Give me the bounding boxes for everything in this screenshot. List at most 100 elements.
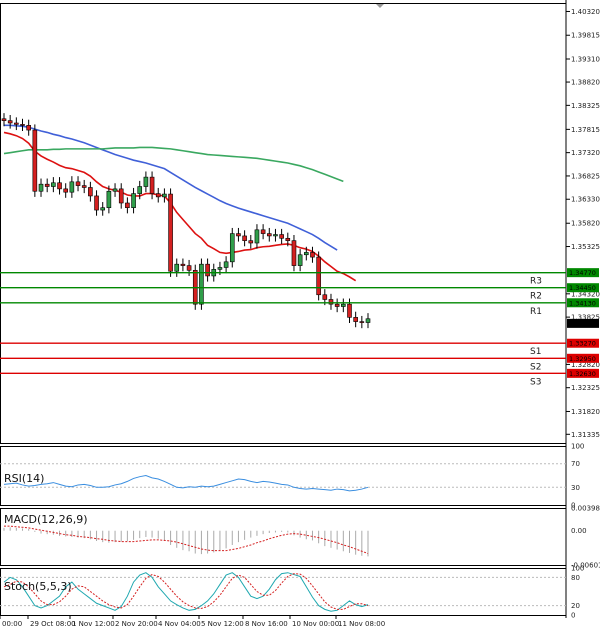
price-tick-label: 1.39310 [571, 56, 600, 64]
macd-level-label: -0.006011 [571, 562, 600, 570]
level-price-box-R2 [567, 283, 599, 293]
price-tick-label: 1.35820 [571, 220, 600, 228]
level-price-label-R1: 1.34130 [569, 299, 596, 307]
price-tick-label: 1.31820 [571, 408, 600, 416]
price-tick-label: 1.36825 [571, 172, 600, 180]
price-tick-label: 1.40320 [571, 8, 600, 16]
level-price-box-S1 [567, 338, 599, 348]
price-tick-label: 1.38325 [571, 102, 600, 110]
candle-body [131, 193, 136, 209]
price-tick-label: 1.37815 [571, 126, 600, 134]
current-price-label: 1.33692 [569, 320, 596, 328]
price-tick-label: 1.39815 [571, 32, 600, 40]
candle-body [334, 303, 340, 307]
candle-body [14, 122, 19, 125]
level-name-S2: S2 [530, 362, 541, 372]
stoch-k-line [3, 572, 369, 612]
candle-body [137, 186, 143, 194]
macd-title: MACD(12,26,9) [4, 513, 88, 526]
candle-body [322, 294, 328, 300]
candle-body [229, 233, 235, 263]
candle-body [316, 256, 321, 296]
current-price-box [567, 318, 599, 328]
scroll-marker-icon [376, 4, 384, 8]
candle-body [273, 234, 278, 237]
level-name-R2: R2 [530, 292, 542, 302]
candle-body [125, 202, 130, 209]
candle-body [236, 233, 241, 237]
price-tick-label: 1.35325 [571, 243, 600, 251]
panel-frame-2 [0, 508, 567, 566]
rsi-title: RSI(14) [4, 472, 44, 485]
time-tick-label: 2 Nov 20:00 [115, 620, 158, 628]
candle-body [57, 182, 62, 190]
candle-body [279, 234, 284, 239]
level-price-label-S2: 1.32950 [569, 355, 596, 363]
candle-body [106, 190, 112, 209]
macd-signal-line [4, 525, 369, 555]
candle-body [359, 321, 365, 323]
macd-level-label: 0.003987 [571, 505, 600, 513]
candle-body [44, 183, 50, 187]
level-price-label-S1: 1.33270 [569, 340, 596, 348]
candle-body [223, 261, 229, 268]
candle-body [94, 195, 99, 211]
candle-body [353, 317, 358, 322]
candle-body [51, 182, 56, 187]
price-tick-label: 1.31335 [571, 431, 600, 439]
price-tick-label: 1.37320 [571, 149, 600, 157]
time-tick-label: 8 Nov 16:00 [245, 620, 288, 628]
stoch-level-label: 80 [571, 574, 580, 582]
candle-body [291, 240, 297, 266]
candle-body [199, 263, 204, 305]
rsi-line [3, 474, 369, 492]
candle-body [75, 181, 81, 186]
candle-body [38, 183, 44, 192]
candle-body [7, 120, 13, 124]
candle-body [242, 235, 247, 241]
moving-average-line [3, 146, 344, 183]
rsi-level-label: 100 [571, 443, 584, 451]
level-price-box-R1 [567, 298, 599, 308]
price-tick-label: 1.32820 [571, 361, 600, 369]
moving-average-line [4, 124, 338, 251]
candle-body [260, 229, 266, 234]
stoch-title: Stoch(5,5,3) [4, 580, 72, 593]
level-price-label-R3: 1.34770 [569, 269, 596, 277]
level-name-R1: R1 [530, 307, 542, 317]
level-name-R3: R3 [530, 277, 542, 287]
stoch-level-label: 0 [571, 612, 575, 620]
panel-frame-1 [0, 446, 567, 506]
candle-body [63, 188, 68, 193]
candle-body [248, 240, 254, 244]
candle-body [254, 229, 260, 244]
level-name-S1: S1 [530, 347, 541, 357]
candle-body [365, 318, 371, 323]
time-tick-label: 29 Oct 08:00 [30, 620, 76, 628]
candle-body [297, 254, 303, 266]
candle-body [180, 263, 186, 266]
candle-body [143, 176, 149, 187]
level-name-S3: S3 [530, 377, 541, 387]
time-tick-label: 4 Nov 04:00 [158, 620, 201, 628]
candle-body [1, 118, 7, 121]
candle-body [32, 129, 38, 192]
level-price-box-S2 [567, 353, 599, 363]
stoch-d-line [3, 573, 369, 610]
candle-body [162, 193, 167, 198]
price-tick-label: 1.33825 [571, 314, 600, 322]
candle-body [118, 188, 124, 204]
price-tick-label: 1.36330 [571, 196, 600, 204]
candle-body [100, 207, 106, 211]
candle-body [217, 267, 223, 270]
candle-body [328, 299, 334, 305]
candle-body [168, 193, 173, 272]
candle-body [81, 185, 87, 188]
time-tick-label: 00:00 [2, 620, 22, 628]
candle-body [112, 188, 118, 192]
candle-body [285, 237, 291, 241]
time-tick-label: 11 Nov 08:00 [338, 620, 385, 628]
time-tick-label: 1 Nov 12:00 [72, 620, 115, 628]
candle-body [310, 252, 315, 258]
